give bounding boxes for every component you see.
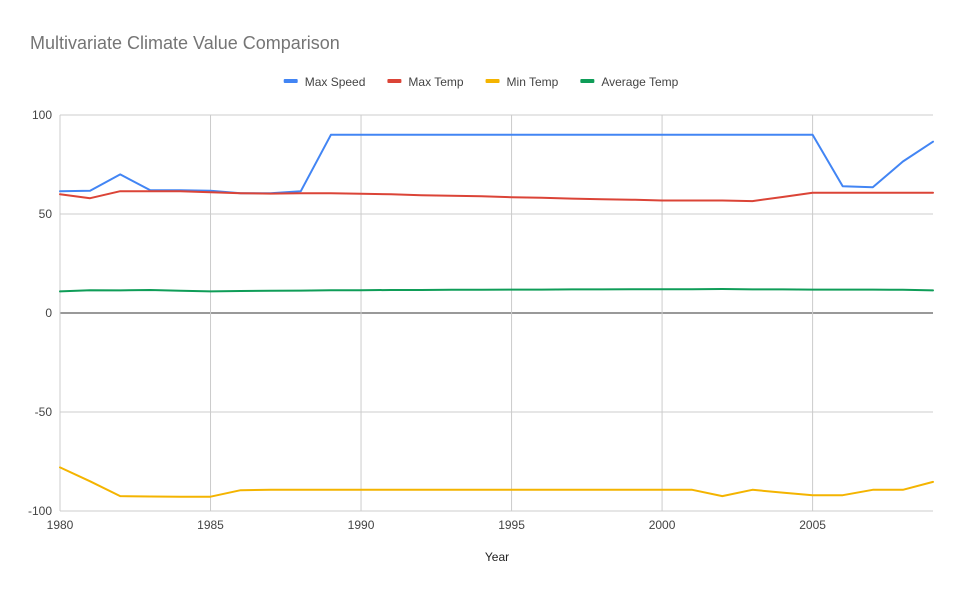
x-tick-label: 2005 xyxy=(799,518,826,532)
legend-label: Average Temp xyxy=(601,75,678,89)
legend-swatch xyxy=(580,79,595,83)
chart-title: Multivariate Climate Value Comparison xyxy=(30,33,340,53)
y-tick-label: 50 xyxy=(39,207,53,221)
x-tick-label: 1995 xyxy=(498,518,525,532)
y-tick-label: 0 xyxy=(45,306,52,320)
y-tick-label: -100 xyxy=(28,504,52,518)
y-axis-ticks: 100 50 0 -50 -100 xyxy=(28,108,52,518)
x-tick-label: 1990 xyxy=(348,518,375,532)
legend-item: Min Temp xyxy=(485,75,559,89)
series-layer xyxy=(59,133,934,498)
series-line-min-temp xyxy=(59,466,934,498)
legend-item: Average Temp xyxy=(580,75,679,89)
grid xyxy=(59,114,933,512)
x-axis-label: Year xyxy=(485,550,509,564)
series-line-max-speed xyxy=(59,133,934,195)
x-tick-label: 2000 xyxy=(649,518,676,532)
x-tick-label: 1980 xyxy=(47,518,74,532)
series-line-max-temp xyxy=(59,190,934,203)
x-tick-label: 1985 xyxy=(197,518,224,532)
legend: Max Speed Max Temp Min Temp Average Temp xyxy=(283,75,679,89)
legend-swatch xyxy=(283,79,298,83)
series-line-average-temp xyxy=(59,288,934,293)
legend-item: Max Temp xyxy=(387,75,464,89)
legend-swatch xyxy=(387,79,402,83)
y-tick-label: 100 xyxy=(32,108,52,122)
legend-item: Max Speed xyxy=(283,75,366,89)
legend-swatch xyxy=(485,79,500,83)
x-axis-ticks: 1980 1985 1990 1995 2000 2005 xyxy=(47,518,827,532)
legend-label: Max Speed xyxy=(305,75,366,89)
y-tick-label: -50 xyxy=(35,405,53,419)
legend-label: Max Temp xyxy=(408,75,463,89)
legend-label: Min Temp xyxy=(507,75,559,89)
